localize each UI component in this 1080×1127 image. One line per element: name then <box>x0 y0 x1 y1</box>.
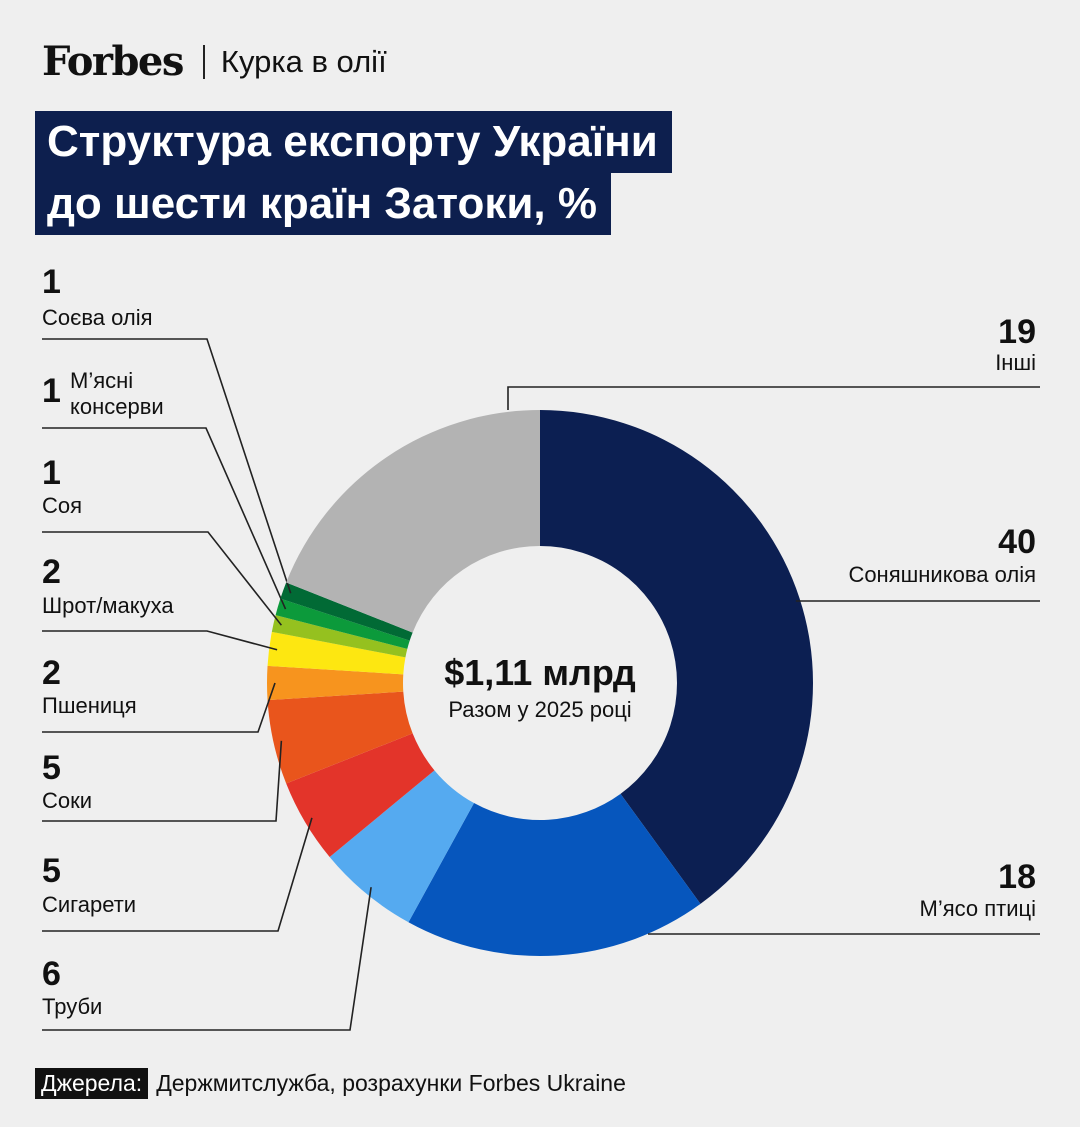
source-label: Джерела: <box>35 1068 149 1099</box>
category-label: М’ясо птиці <box>920 896 1037 921</box>
category-label: Труби <box>42 994 102 1019</box>
label-соєва-олія: 1 Соєва олія <box>42 263 292 594</box>
leader-line <box>42 887 372 1031</box>
category-label: Соя <box>42 493 82 518</box>
slice-інші <box>286 410 540 633</box>
leader-line <box>42 338 292 594</box>
chart-title-line-2: до шести країн Затоки, % <box>35 173 611 235</box>
value-label: 5 <box>42 852 61 890</box>
leader-line <box>42 740 283 822</box>
value-label: 5 <box>42 749 61 787</box>
slice-м-ясні-консерви <box>275 598 410 649</box>
section-title: Курка в олії <box>220 43 387 79</box>
value-label: 18 <box>998 858 1036 896</box>
forbes-logo: Forbes <box>42 38 184 85</box>
category-label: М’ясні <box>70 368 133 393</box>
slice-м-ясо-птиці <box>408 793 701 956</box>
leader-line <box>42 427 287 610</box>
category-label: Соки <box>42 788 92 813</box>
slice-пшениця <box>267 665 404 701</box>
value-label: 1 <box>42 372 61 410</box>
chart-title-line-1: Структура експорту України <box>35 111 672 173</box>
header-divider <box>202 44 205 79</box>
category-label: Пшениця <box>42 693 137 718</box>
leader-line <box>507 386 1040 410</box>
value-label: 40 <box>998 523 1036 561</box>
slice-соняшникова-олія <box>540 410 813 904</box>
label-м-ясо-птиці: 18М’ясо птиці <box>648 858 1040 935</box>
category-label: Шрот/макуха <box>42 593 174 618</box>
slice-шрот-макуха <box>267 631 406 675</box>
category-label: Інші <box>995 350 1036 375</box>
total-value: $1,11 млрд <box>444 652 636 693</box>
leader-line <box>42 531 283 626</box>
category-label: Соєва олія <box>42 305 153 330</box>
slice-сигарети <box>286 733 435 858</box>
slice-труби <box>329 770 474 923</box>
total-caption: Разом у 2025 році <box>448 697 631 722</box>
value-label: 2 <box>42 654 61 692</box>
source-text: Держмитслужба, розрахунки Forbes Ukraine <box>156 1070 626 1096</box>
category-label: консерви <box>70 394 164 419</box>
category-label: Сигарети <box>42 892 136 917</box>
leader-line <box>42 682 276 733</box>
header: Forbes Курка в олії <box>42 38 387 85</box>
value-label: 1 <box>42 263 61 301</box>
category-label: Соняшникова олія <box>848 562 1036 587</box>
leader-line <box>42 817 313 932</box>
value-label: 6 <box>42 955 61 993</box>
value-label: 19 <box>998 313 1036 351</box>
value-label: 2 <box>42 553 61 591</box>
value-label: 1 <box>42 454 61 492</box>
slice-соки <box>267 691 413 784</box>
slice-соя <box>271 615 408 658</box>
leader-line <box>42 630 278 651</box>
source-note: Джерела: Держмитслужба, розрахунки Forbe… <box>35 1068 626 1099</box>
slice-соєва-олія <box>280 582 413 641</box>
